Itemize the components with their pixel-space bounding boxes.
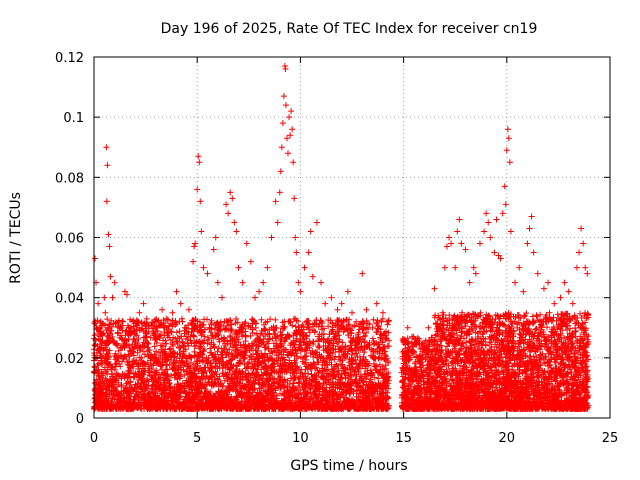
data-point — [382, 352, 389, 359]
data-point — [339, 339, 346, 346]
data-point — [329, 327, 336, 334]
data-point — [290, 380, 297, 387]
data-point — [244, 360, 251, 367]
data-point — [114, 330, 121, 337]
data-point — [367, 352, 374, 359]
data-point — [196, 319, 203, 326]
data-point — [384, 343, 391, 350]
data-point — [173, 329, 180, 336]
data-point — [91, 342, 98, 349]
data-point — [115, 329, 122, 336]
data-point — [316, 343, 323, 350]
data-point — [104, 316, 111, 323]
data-point — [345, 322, 352, 329]
data-point — [200, 347, 207, 354]
data-point — [204, 316, 211, 323]
chart-title: Day 196 of 2025, Rate Of TEC Index for r… — [161, 21, 538, 37]
data-point — [211, 344, 218, 351]
data-point — [242, 332, 249, 339]
data-point — [362, 332, 369, 339]
data-point — [349, 351, 356, 358]
data-point — [258, 316, 265, 323]
data-point — [91, 332, 98, 339]
data-point — [272, 316, 279, 323]
data-point — [292, 323, 299, 330]
data-point — [172, 318, 179, 325]
data-point — [106, 347, 113, 354]
data-point — [356, 326, 363, 333]
data-points — [91, 63, 592, 412]
data-point — [173, 320, 180, 327]
data-point — [297, 347, 304, 354]
data-point — [219, 365, 226, 372]
data-point — [375, 375, 382, 382]
data-point — [129, 341, 136, 348]
data-point — [384, 321, 391, 328]
data-point — [179, 338, 186, 345]
